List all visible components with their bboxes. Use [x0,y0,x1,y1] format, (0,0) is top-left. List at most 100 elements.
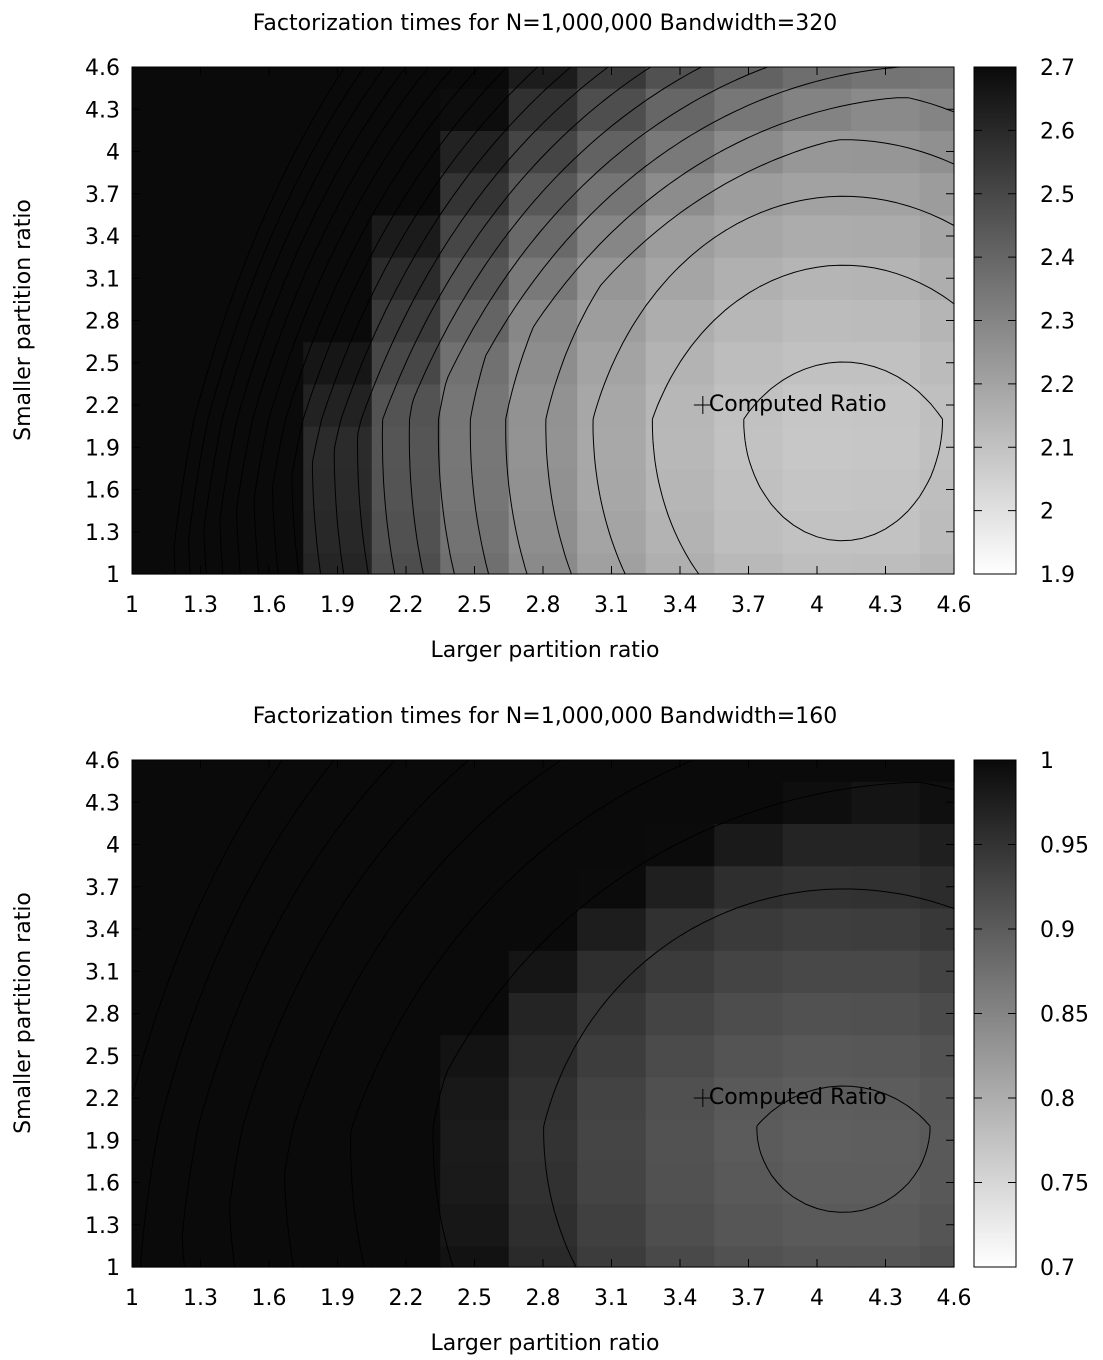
heatmap-cell [645,299,715,343]
heatmap-cell [440,1034,510,1078]
heatmap-cell [508,299,578,343]
heatmap-cell [508,468,578,512]
heatmap-cell [714,426,784,469]
heatmap-cell [714,130,784,174]
heatmap-cell [577,383,647,427]
heatmap-cell [919,67,955,89]
heatmap-cell [508,172,578,216]
heatmap-cells [132,67,955,575]
heatmap-cell [440,1161,510,1205]
heatmap-cell [577,1203,647,1247]
heatmap-cell [782,1076,852,1120]
heatmap-cell [303,1076,373,1120]
heatmap-cell [851,1034,921,1078]
contour-line [469,66,902,575]
heatmap-cell [851,1245,921,1268]
y-tick-label: 1.6 [85,1172,120,1197]
heatmap-cell [371,760,441,782]
heatmap-cell [645,992,715,1036]
x-tick-label: 4 [810,593,824,618]
contour-line [188,66,365,575]
y-tick-label: 3.1 [85,960,120,985]
heatmap-cell [166,299,236,343]
contour-line [381,66,651,575]
contour-line [543,888,955,1268]
heatmap-cell [440,950,510,993]
contour-line [236,66,430,575]
heatmap-cell [851,907,921,951]
heatmap-cell [577,468,647,512]
colorbar-tick-label: 0.95 [1040,834,1089,859]
heatmap-cell [234,67,304,89]
heatmap-cell [303,992,373,1036]
heatmap-cell [645,510,715,554]
heatmap-cell [508,67,578,89]
colorbar: 0.7 0.75 0.8 0.85 0.9 0.95 1 [973,749,1089,1281]
heatmap-cell [714,510,784,554]
heatmap-cell [303,341,373,385]
y-tick-label: 3.7 [85,183,120,208]
colorbar-tick-label: 2.5 [1040,183,1075,208]
heatmap-cell [714,760,784,782]
contour-line [756,1085,931,1213]
heatmap-cell [508,257,578,300]
heatmap-cell [166,88,236,131]
heatmap-cell [645,1034,715,1078]
heatmap-cell [714,1203,784,1247]
heatmap-cell [577,341,647,385]
heatmap-cell [508,1119,578,1162]
heatmap-cell [508,1076,578,1120]
heatmap-cell [166,510,236,554]
heatmap-cell [577,1034,647,1078]
heatmap-cell [508,865,578,909]
contour-line [350,759,694,1268]
x-tick-label: 1.3 [183,1286,218,1311]
heatmap-cell [234,552,304,575]
heatmap-cell [851,1203,921,1247]
heatmap-cell [371,1076,441,1120]
heatmap-cell [782,130,852,174]
heatmap-cell [132,760,167,782]
heatmap-cell [508,426,578,469]
heatmap-cell [782,907,852,951]
heatmap-cell [577,510,647,554]
y-tick-label: 2.8 [85,1003,120,1028]
heatmap-cell [440,992,510,1036]
heatmap-cell [166,67,236,89]
heatmap-cell [714,1245,784,1268]
heatmap-cell [371,1161,441,1205]
heatmap-cell [851,383,921,427]
heatmap-cell [166,172,236,216]
colorbar-tick-label: 2.3 [1040,310,1075,335]
heatmap-cell [782,426,852,469]
x-tick-label: 3.4 [663,1286,698,1311]
heatmap-cell [851,1076,921,1120]
heatmap-cell [166,341,236,385]
x-tick-label: 4.3 [868,1286,903,1311]
heatmap-cell [782,172,852,216]
heatmap-cell [234,88,304,131]
y-axis-ticks: 1 1.3 1.6 1.9 2.2 2.5 2.8 3.1 3.4 3.7 4 4.3 4.6 [85,56,954,588]
heatmap-cell [851,823,921,867]
chart-panel-bandwidth-320: Factorization times for N=1,000,000 Band… [11,11,1075,663]
heatmap-cell [714,1161,784,1205]
heatmap-cell [851,299,921,343]
y-tick-label: 1.9 [85,436,120,461]
contour-line [284,759,562,1268]
x-tick-label: 3.7 [731,1286,766,1311]
heatmap-cell [577,1119,647,1162]
heatmap-cell [714,781,784,824]
heatmap-cell [851,67,921,89]
heatmap-cell [166,468,236,512]
heatmap-cell [508,950,578,993]
heatmap-cell [371,552,441,575]
heatmap-cell [508,88,578,131]
heatmap-cell [166,865,236,909]
contour-lines [131,759,955,1268]
heatmap-cell [851,865,921,909]
heatmap-cell [577,552,647,575]
heatmap-cell [782,341,852,385]
colorbar-tick-label: 2.7 [1040,56,1075,81]
heatmap-cell [508,781,578,824]
heatmap-cell [645,781,715,824]
